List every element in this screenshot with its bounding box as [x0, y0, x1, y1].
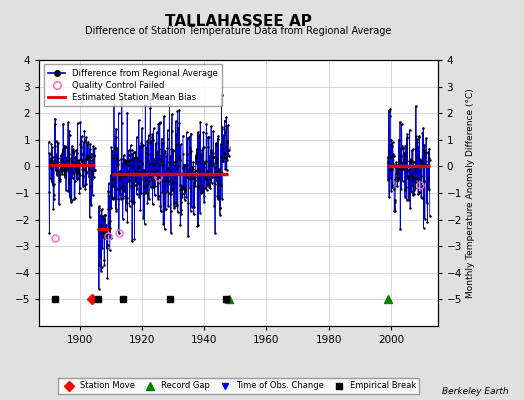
Legend: Station Move, Record Gap, Time of Obs. Change, Empirical Break: Station Move, Record Gap, Time of Obs. C…	[58, 378, 419, 394]
Y-axis label: Monthly Temperature Anomaly Difference (°C): Monthly Temperature Anomaly Difference (…	[466, 88, 475, 298]
Text: Berkeley Earth: Berkeley Earth	[442, 387, 508, 396]
Legend: Difference from Regional Average, Quality Control Failed, Estimated Station Mean: Difference from Regional Average, Qualit…	[43, 64, 222, 106]
Text: Difference of Station Temperature Data from Regional Average: Difference of Station Temperature Data f…	[85, 26, 391, 36]
Text: TALLAHASSEE AP: TALLAHASSEE AP	[165, 14, 312, 29]
